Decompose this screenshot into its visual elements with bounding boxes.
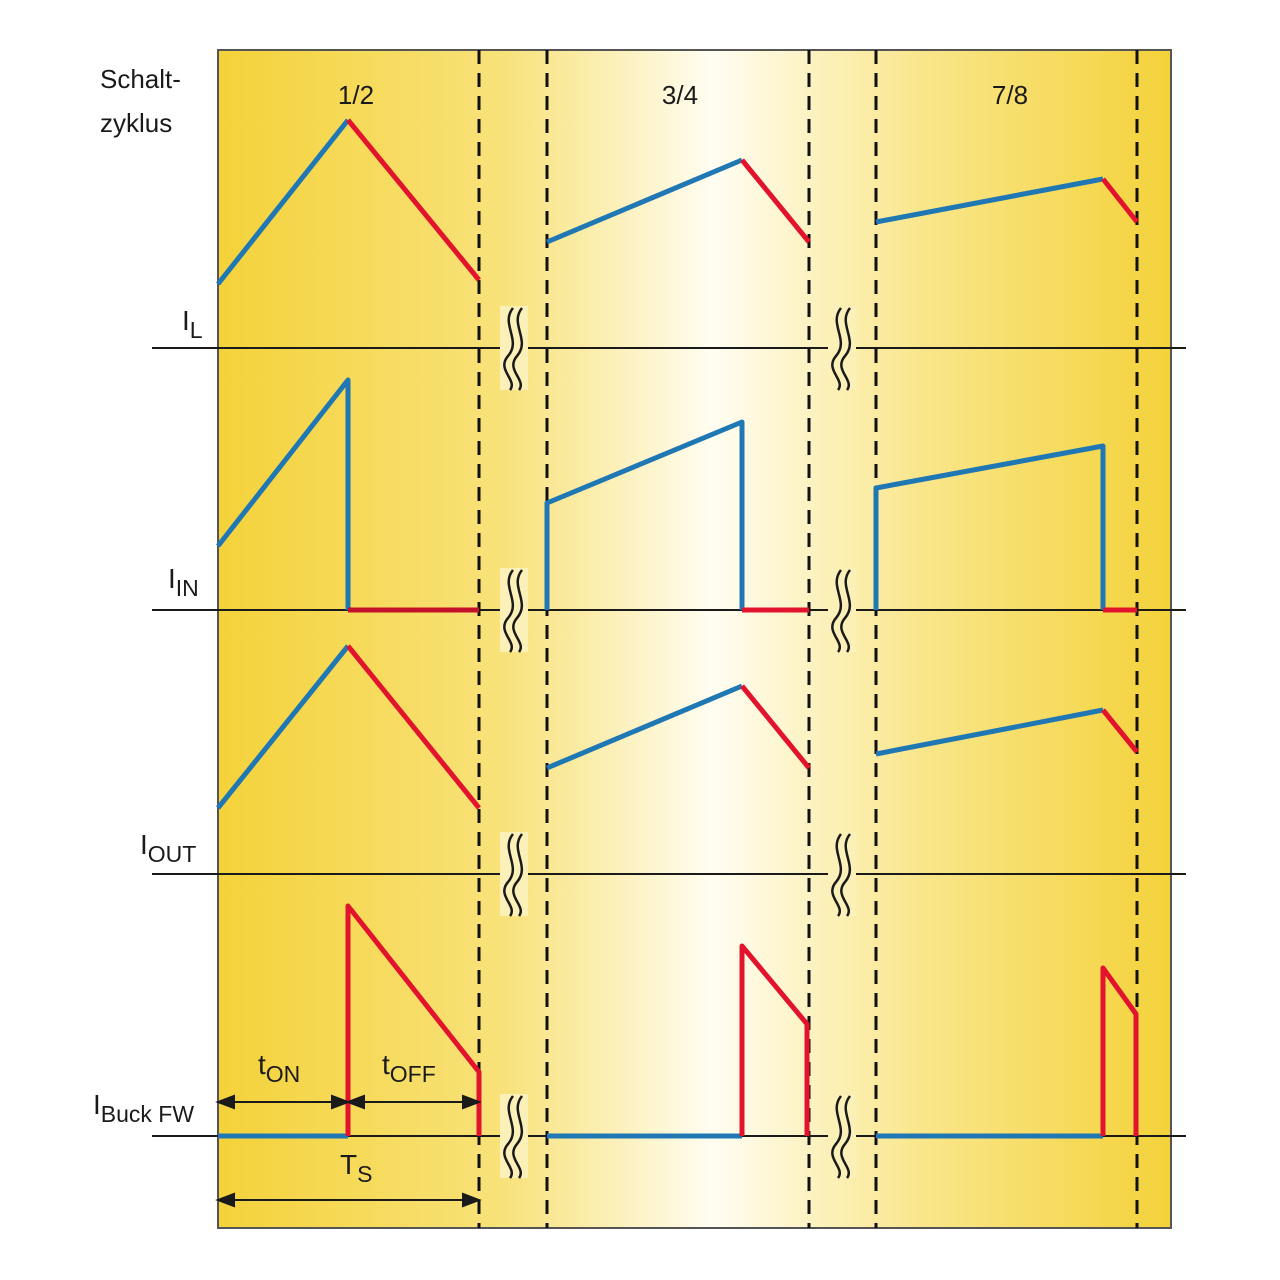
il-on-segment bbox=[216, 118, 350, 286]
signal-label-sub: Buck FW bbox=[101, 1101, 195, 1127]
signal-label-main: I bbox=[140, 829, 148, 860]
iout-on-segment bbox=[216, 644, 350, 810]
signal-label-main: I bbox=[182, 305, 190, 336]
toff-label-main: t bbox=[382, 1049, 390, 1080]
ibuck-off-segment bbox=[1100, 965, 1139, 1136]
break-mark bbox=[500, 306, 528, 391]
waveform-iin bbox=[216, 377, 1137, 613]
iout-off-segment bbox=[740, 684, 811, 770]
iout-on-segment bbox=[875, 707, 1104, 757]
signal-label-sub: IN bbox=[176, 575, 199, 601]
waveform-il bbox=[216, 118, 1139, 286]
ton-label-sub: ON bbox=[266, 1061, 301, 1087]
duty-cycle-label: 3/4 bbox=[662, 80, 698, 110]
iin-on-segment bbox=[216, 377, 351, 610]
diagram-background bbox=[217, 49, 1172, 1229]
break-mark bbox=[500, 832, 528, 917]
iout-off-segment bbox=[346, 644, 481, 810]
ton-arrow bbox=[215, 1094, 351, 1110]
ibuck-off-segment bbox=[739, 943, 810, 1136]
break-mark bbox=[828, 832, 856, 917]
header-label-line2: zyklus bbox=[100, 108, 172, 138]
ts-label-sub: S bbox=[357, 1161, 372, 1187]
header-label-line1: Schalt- bbox=[100, 64, 181, 94]
iin-on-segment bbox=[873, 443, 1106, 610]
signal-label-iout: IOUT bbox=[140, 829, 196, 867]
signal-label-sub: OUT bbox=[148, 841, 197, 867]
break-mark bbox=[500, 1094, 528, 1179]
waveform-ibuck bbox=[218, 903, 1139, 1139]
signal-label-iin: IIN bbox=[168, 563, 199, 601]
toff-label: tOFF bbox=[382, 1049, 436, 1087]
iout-off-segment bbox=[1101, 708, 1139, 754]
ts-arrow bbox=[215, 1192, 482, 1208]
timing-arrows bbox=[215, 1094, 482, 1208]
duty-cycle-label: 7/8 bbox=[992, 80, 1028, 110]
signal-label-main: I bbox=[168, 563, 176, 594]
ton-label-main: t bbox=[258, 1049, 266, 1080]
signal-label-sub: L bbox=[190, 317, 203, 343]
duty-cycle-label: 1/2 bbox=[338, 80, 374, 110]
il-on-segment bbox=[875, 176, 1104, 225]
break-mark bbox=[828, 306, 856, 391]
ts-label-main: T bbox=[340, 1149, 357, 1180]
break-mark bbox=[828, 568, 856, 653]
toff-label-sub: OFF bbox=[390, 1061, 436, 1087]
waveform-iout bbox=[216, 644, 1139, 810]
iin-on-segment bbox=[544, 419, 745, 610]
axis-breaks bbox=[500, 306, 856, 1179]
iout-on-segment bbox=[546, 683, 743, 771]
break-mark bbox=[828, 1094, 856, 1179]
ts-label: TS bbox=[340, 1149, 372, 1187]
toff-arrow bbox=[345, 1094, 482, 1110]
break-mark bbox=[500, 568, 528, 653]
signal-label-il: IL bbox=[182, 305, 203, 343]
il-off-segment bbox=[740, 158, 811, 244]
ton-label: tON bbox=[258, 1049, 300, 1087]
signal-label-main: I bbox=[93, 1089, 101, 1120]
ibuck-off-segment bbox=[345, 903, 482, 1136]
signal-label-ibuck: IBuck FW bbox=[93, 1089, 194, 1127]
il-off-segment bbox=[1101, 177, 1139, 224]
period-separators bbox=[477, 50, 1139, 1228]
il-on-segment bbox=[546, 157, 743, 245]
il-off-segment bbox=[346, 118, 481, 282]
